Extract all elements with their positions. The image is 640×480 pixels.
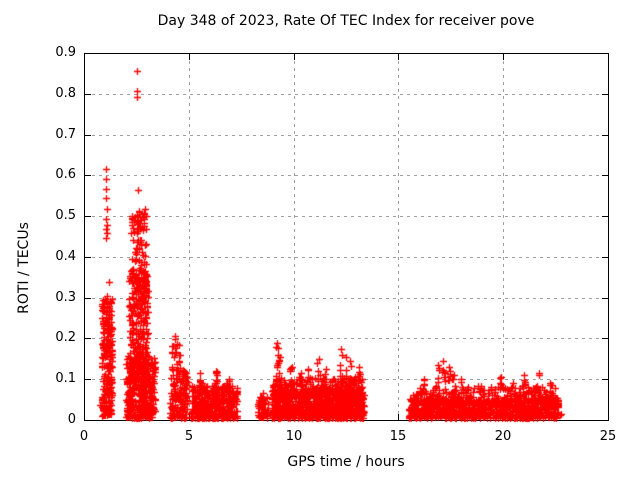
scatter-points-canvas	[80, 49, 612, 427]
y-tick-label: 0.1	[55, 371, 76, 386]
x-axis-label: GPS time / hours	[287, 454, 405, 470]
x-tick-label: 10	[285, 429, 303, 444]
y-tick-label: 0	[67, 412, 76, 427]
y-tick-label: 0.4	[55, 249, 76, 264]
y-tick-label: 0.2	[55, 330, 76, 345]
y-tick-label: 0.5	[55, 208, 76, 223]
x-tick-label: 20	[494, 429, 512, 444]
y-tick-label: 0.8	[55, 86, 76, 101]
y-tick-label: 0.7	[55, 127, 76, 142]
chart-title: Day 348 of 2023, Rate Of TEC Index for r…	[157, 13, 535, 29]
x-tick-label: 0	[79, 429, 89, 444]
y-tick-label: 0.6	[55, 167, 76, 182]
x-tick-label: 15	[389, 429, 407, 444]
x-tick-label: 5	[184, 429, 194, 444]
y-tick-label: 0.3	[55, 290, 76, 305]
x-tick-label: 25	[599, 429, 617, 444]
y-tick-label: 0.9	[55, 45, 76, 60]
